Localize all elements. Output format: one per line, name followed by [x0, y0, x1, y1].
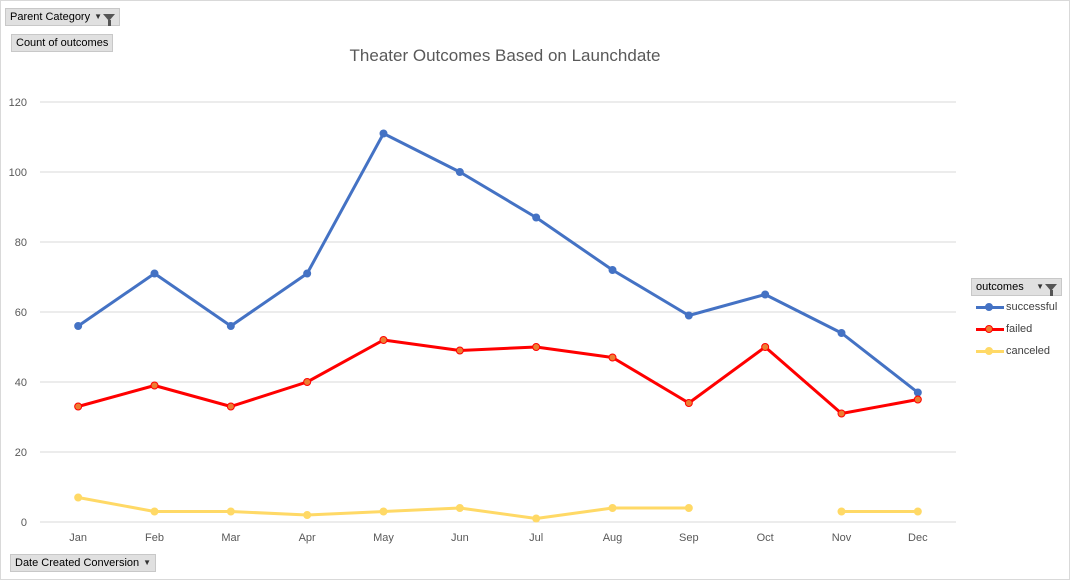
x-tick-label: Jan [69, 532, 87, 544]
data-point-failed [226, 402, 235, 411]
legend-label: canceled [1006, 345, 1051, 357]
legend-marker-swatch [985, 303, 993, 311]
data-point-failed [455, 346, 464, 355]
y-tick-label: 20 [15, 447, 27, 459]
series-line-canceled [76, 496, 920, 520]
data-point-failed [303, 378, 312, 386]
data-point-failed [684, 399, 693, 407]
x-tick-label: Dec [908, 532, 928, 544]
outcomes-label: outcomes [976, 281, 1024, 293]
filter-icon [1045, 284, 1057, 296]
data-point-canceled [532, 514, 541, 523]
data-point-failed [74, 402, 83, 411]
parent-category-label: Parent Category [10, 11, 91, 23]
data-point-canceled [303, 511, 312, 519]
data-point-canceled [684, 504, 693, 512]
date-created-conversion-field-button[interactable]: Date Created Conversion ▼ [10, 554, 157, 572]
chart-legend: successful failed canceled [974, 298, 1057, 364]
dropdown-arrow-icon: ▼ [143, 558, 152, 567]
y-tick-label: 60 [15, 307, 27, 319]
data-point-successful [74, 322, 83, 330]
data-point-successful [379, 129, 388, 138]
legend-marker-swatch [985, 347, 993, 355]
legend-item-failed: failed [974, 320, 1057, 342]
data-point-canceled [913, 507, 922, 516]
x-tick-label: Jun [451, 532, 469, 544]
data-point-successful [837, 329, 846, 337]
x-tick-label: Feb [145, 532, 164, 544]
x-tick-label: Sep [679, 532, 699, 544]
y-tick-label: 40 [15, 377, 27, 389]
legend-marker-swatch [985, 325, 993, 333]
data-point-successful [532, 213, 541, 222]
data-point-failed [379, 336, 388, 344]
data-point-failed [608, 353, 617, 362]
data-point-canceled [455, 504, 464, 512]
series-line-successful [76, 132, 920, 394]
x-tick-label: Jul [529, 532, 543, 544]
data-point-failed [913, 395, 922, 404]
x-tick-label: Oct [757, 532, 774, 544]
count-of-outcomes-field-button[interactable]: Count of outcomes [11, 34, 114, 52]
data-point-successful [226, 322, 235, 330]
dropdown-arrow-icon: ▼ [94, 12, 103, 21]
data-point-successful [761, 290, 770, 299]
filter-icon [103, 14, 116, 26]
parent-category-filter-button[interactable]: Parent Category ▼ [5, 8, 121, 26]
date-created-conversion-label: Date Created Conversion [15, 557, 140, 569]
dropdown-arrow-icon: ▼ [1036, 282, 1044, 291]
data-point-failed [761, 343, 770, 351]
chart-title: Theater Outcomes Based on Launchdate [349, 46, 661, 65]
x-tick-label: Mar [221, 532, 240, 544]
data-point-successful [913, 388, 922, 397]
data-point-canceled [379, 507, 388, 516]
x-tick-label: Nov [832, 532, 852, 544]
y-tick-label: 0 [21, 517, 27, 529]
data-point-successful [150, 269, 159, 278]
x-tick-label: May [373, 532, 394, 544]
data-point-canceled [608, 504, 617, 512]
x-tick-label: Apr [299, 532, 316, 544]
data-point-failed [150, 381, 159, 390]
legend-label: successful [1006, 301, 1058, 313]
legend-label: failed [1006, 323, 1033, 335]
outcomes-filter-button[interactable]: outcomes ▼ [971, 278, 1062, 296]
data-point-successful [303, 269, 312, 278]
data-point-successful [684, 311, 693, 320]
y-tick-label: 100 [9, 167, 27, 179]
count-of-outcomes-label: Count of outcomes [16, 37, 109, 49]
data-point-canceled [150, 507, 159, 516]
data-point-canceled [74, 493, 83, 502]
data-point-failed [837, 409, 846, 418]
legend-item-successful: successful [974, 298, 1057, 320]
series-line-failed [76, 338, 920, 415]
x-tick-label: Aug [603, 532, 623, 544]
data-point-failed [532, 343, 541, 351]
y-tick-label: 80 [15, 237, 27, 249]
data-point-canceled [837, 507, 846, 516]
data-point-successful [455, 168, 464, 176]
legend-item-canceled: canceled [974, 342, 1057, 364]
data-point-successful [608, 266, 617, 274]
y-tick-label: 120 [9, 97, 27, 109]
data-point-canceled [226, 507, 235, 516]
